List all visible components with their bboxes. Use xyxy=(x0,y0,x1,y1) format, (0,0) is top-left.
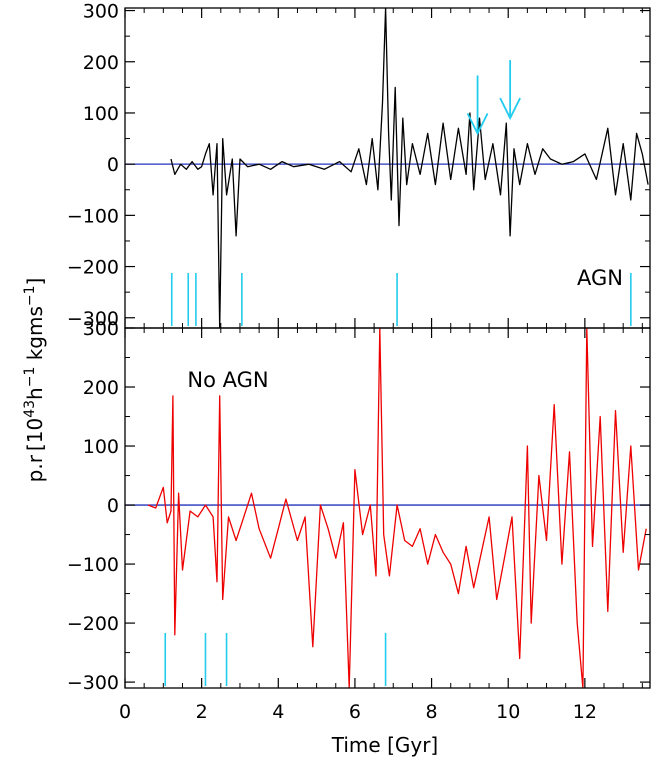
x-tick-label: 6 xyxy=(349,701,361,723)
y-tick-label: 100 xyxy=(83,436,119,458)
x-axis-label: Time [Gyr] xyxy=(331,733,438,757)
y-axis-label-h: h xyxy=(23,387,47,400)
y-tick-label: −100 xyxy=(67,205,119,227)
y-tick-label: −200 xyxy=(67,613,119,635)
x-tick-label: 8 xyxy=(426,701,438,723)
agn-panel: −300 −200 −100 0 100 200 300 AGN xyxy=(67,1,651,330)
y-axis-label-kgms: kgms xyxy=(23,306,47,367)
x-tick-label: 12 xyxy=(573,701,597,723)
panel-label: AGN xyxy=(577,266,623,290)
y-tick-label: 300 xyxy=(83,1,119,23)
y-axis-label-exponent-1: 43 xyxy=(22,400,38,418)
x-tick-label: 0 xyxy=(119,701,131,723)
y-axis-label-exponent-3: −1 xyxy=(22,285,38,306)
no-agn-panel: −300 −200 −100 0 100 200 300 0 2 4 6 8 10 12 No AGN xyxy=(67,318,651,723)
y-tick-label: 300 xyxy=(83,318,119,340)
plot-frame xyxy=(124,7,651,329)
y-tick-label: −100 xyxy=(67,554,119,576)
y-tick-label: −200 xyxy=(67,257,119,279)
y-axis-label-exponent-2: −1 xyxy=(22,367,38,388)
y-tick-label: 200 xyxy=(83,377,119,399)
y-axis-label-close: ] xyxy=(23,278,47,286)
arrow-head xyxy=(466,113,489,136)
y-tick-label: 100 xyxy=(83,103,119,125)
y-tick-label: −300 xyxy=(67,672,119,694)
x-tick-label: 4 xyxy=(272,701,284,723)
y-tick-label: 0 xyxy=(107,495,119,517)
y-axis-label-symbol: r xyxy=(23,454,47,463)
y-axis-label-units: [10 xyxy=(23,418,47,451)
panel-label: No AGN xyxy=(187,368,268,392)
y-tick-label: −300 xyxy=(67,308,119,330)
y-tick-label: 200 xyxy=(83,52,119,74)
data-series-line xyxy=(147,328,647,688)
x-tick-label: 10 xyxy=(496,701,520,723)
x-tick-label: 2 xyxy=(196,701,208,723)
y-axis-label-prefix: p. xyxy=(23,463,47,482)
data-series-line xyxy=(170,8,649,328)
y-tick-label: 0 xyxy=(107,154,119,176)
arrow-head xyxy=(499,97,521,121)
y-axis-label: p.r[1043h−1 kgms−1] xyxy=(22,278,47,483)
plot-frame xyxy=(124,327,651,689)
